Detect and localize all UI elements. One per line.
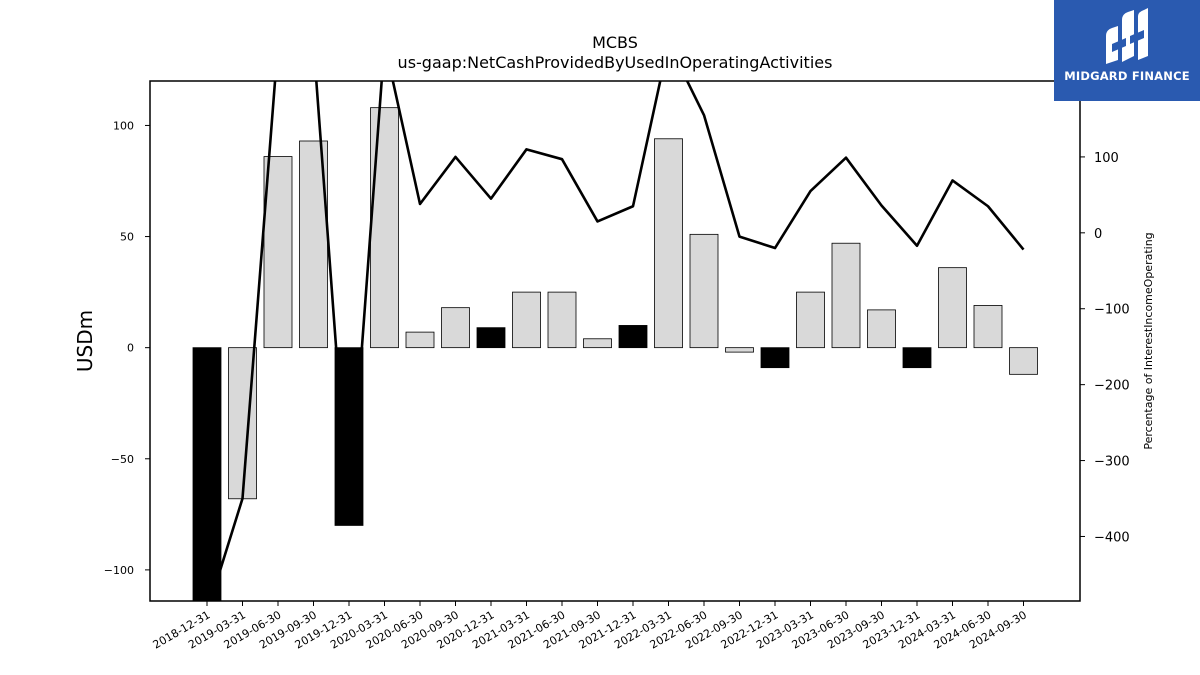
bar-2023-12-31 (902, 347, 932, 369)
logo-text: MIDGARD FINANCE (1064, 69, 1190, 83)
y2-tick-label: −400 (1094, 530, 1130, 545)
bar-2021-12-31 (618, 325, 648, 349)
bar-2022-12-31 (760, 347, 790, 369)
bar-series (192, 107, 1038, 601)
bar-2024-03-31 (938, 267, 967, 349)
line-percentage (209, 81, 1025, 601)
axes: −100−50050100−400−300−200−10001002018-12… (104, 80, 1130, 652)
chart-subtitle: us-gaap:NetCashProvidedByUsedInOperating… (398, 53, 833, 72)
bar-2019-06-30 (263, 156, 293, 349)
y2-tick-label: −200 (1094, 379, 1130, 394)
plot-frame (149, 80, 1081, 602)
bar-2022-06-30 (689, 233, 719, 349)
chart-title: MCBS (592, 33, 638, 52)
y-axis-label: USDm (73, 310, 97, 372)
bar-2023-03-31 (796, 291, 825, 349)
midgard-mark-icon (1106, 8, 1148, 64)
bar-2020-03-31 (370, 107, 399, 349)
y-tick-label: 0 (127, 342, 134, 355)
y-tick-label: −100 (104, 564, 134, 577)
bar-2021-09-30 (583, 338, 612, 349)
y2-tick-label: 100 (1094, 151, 1119, 166)
bar-2023-06-30 (831, 242, 861, 349)
bar-2022-03-31 (654, 138, 683, 349)
y2-axis-label: Percentage of InterestIncomeOperating (1142, 232, 1155, 449)
bar-2022-09-30 (725, 347, 754, 353)
bar-2020-06-30 (405, 331, 435, 349)
bar-2021-03-31 (512, 291, 541, 349)
bar-2023-09-30 (867, 309, 896, 349)
y2-tick-label: 0 (1094, 227, 1102, 242)
bar-2018-12-31 (192, 347, 222, 601)
bar-2020-09-30 (441, 307, 470, 349)
midgard-finance-logo: MIDGARD FINANCE (1054, 0, 1200, 101)
bar-2021-06-30 (547, 291, 577, 349)
line-series (209, 81, 1025, 601)
bar-2024-06-30 (973, 305, 1003, 349)
bar-2019-12-31 (334, 347, 364, 526)
y2-tick-label: −100 (1094, 303, 1130, 318)
y-tick-label: −50 (111, 453, 134, 466)
y-tick-label: 50 (120, 231, 134, 244)
y2-tick-label: −300 (1094, 455, 1130, 470)
bar-2020-12-31 (476, 327, 506, 349)
bar-2024-09-30 (1009, 347, 1038, 375)
y-tick-label: 100 (113, 119, 134, 132)
